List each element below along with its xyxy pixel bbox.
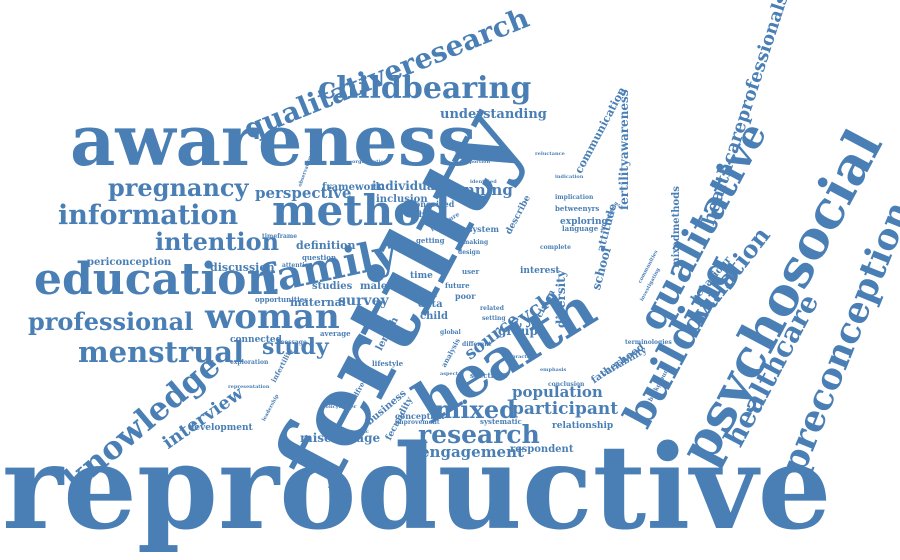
word-average: average	[320, 329, 351, 338]
word-future: future	[445, 281, 470, 290]
word-intention: intention	[155, 227, 280, 256]
word-pregnancy: pregnancy	[108, 173, 249, 202]
word-group: group	[498, 324, 538, 338]
word-individual: individual	[372, 179, 440, 193]
word-perspective: perspective	[255, 184, 352, 202]
word-maternal: maternal	[290, 296, 346, 309]
word-systematic: systematic	[480, 417, 522, 426]
word-proportion: proportion	[460, 159, 491, 165]
word-test: test	[420, 289, 437, 299]
word-emphasis: emphasis	[540, 367, 567, 373]
word-question: question	[302, 253, 337, 262]
word-mixedmethods: mixedmethods	[671, 186, 682, 268]
word-indication: indication	[555, 174, 584, 180]
word-inclusion: inclusion	[376, 194, 428, 205]
word-betweenyrs: betweenyrs	[555, 204, 600, 213]
word-practice: practice	[512, 354, 535, 360]
word-making: making	[463, 239, 489, 246]
word-childbearing: childbearing	[318, 71, 532, 106]
word-mixed: mixed	[435, 395, 516, 424]
word-different: different	[462, 341, 492, 348]
word-population: population	[512, 383, 603, 401]
word-language: language	[562, 224, 599, 233]
word-participant: participant	[512, 399, 619, 419]
word-engagement: engagement	[420, 443, 524, 461]
word-message: message	[278, 339, 307, 346]
word-system: system	[468, 224, 499, 234]
word-environment: environment	[455, 149, 491, 155]
word-data: data	[418, 299, 443, 310]
word-user: user	[462, 267, 480, 276]
word-complete: complete	[540, 244, 571, 251]
word-exploring: exploring	[560, 217, 608, 227]
word-implication: implication	[555, 194, 594, 201]
word-study: study	[262, 334, 329, 360]
word-poor: poor	[455, 291, 476, 301]
word-studies: studies	[312, 281, 353, 292]
word-time: time	[410, 271, 433, 281]
word-development: development	[188, 423, 253, 433]
word-awareness: awareness	[70, 99, 477, 182]
word-identified: identified	[470, 179, 497, 185]
word-respondent: respondent	[510, 444, 574, 455]
word-aspect: aspect	[440, 371, 459, 377]
word-reproductive: reproductive	[2, 420, 832, 556]
word-information: information	[58, 200, 239, 231]
word-healthcareprofessionals: healthcareprofessionals	[698, 0, 793, 228]
word-improvement: improvement	[395, 419, 440, 426]
word-design: design	[458, 249, 481, 256]
word-education: education	[34, 254, 279, 305]
word-child: child	[420, 311, 448, 322]
word-conceived: conceived	[410, 199, 455, 209]
word-representation: representation	[228, 384, 270, 390]
word-interest: interest	[520, 266, 560, 276]
word-getting: getting	[416, 236, 445, 245]
word-discussion: discussion	[210, 261, 275, 274]
word-menstrual: menstrual	[78, 335, 245, 369]
word-planning: planning	[438, 181, 513, 199]
word-research: research	[418, 420, 540, 449]
word-attention: attention	[282, 262, 314, 269]
word-male: male	[360, 281, 388, 292]
word-exploration: exploration	[230, 359, 269, 366]
word-terminologies: terminologies	[625, 339, 672, 346]
word-tableau: tableau	[410, 209, 444, 219]
word-definition: definition	[296, 239, 356, 252]
word-periconception: periconception	[87, 257, 172, 268]
word-characteristic: characteristic	[330, 429, 369, 435]
word-reluctance: reluctance	[535, 151, 565, 157]
word-conception: conception	[395, 411, 445, 421]
word-connected: connected	[230, 335, 282, 345]
word-understanding: understanding	[440, 107, 547, 122]
word-woman: woman	[205, 297, 340, 337]
word-school: school	[589, 245, 614, 292]
word-policymaker: policymaker	[322, 404, 357, 410]
word-miscarriage: miscarriage	[300, 431, 381, 445]
word-spectrum: spectrum	[470, 371, 507, 380]
word-relationship: relationship	[552, 421, 614, 431]
word-survey: survey	[338, 293, 389, 309]
word-timeframe: timeframe	[262, 233, 298, 240]
word-conclusion: conclusion	[548, 381, 585, 388]
word-method: method	[272, 186, 451, 235]
word-setting: setting	[482, 315, 506, 322]
word-opportunities: opportunities	[255, 295, 309, 304]
word-related: related	[480, 305, 504, 312]
word-lifestyle: lifestyle	[372, 359, 404, 368]
word-diversity: diversity	[554, 270, 568, 328]
word-organisation: organisation	[352, 159, 388, 165]
word-professional: professional	[28, 307, 194, 336]
word-global: global	[440, 329, 461, 336]
word-framework: framework	[322, 182, 383, 193]
